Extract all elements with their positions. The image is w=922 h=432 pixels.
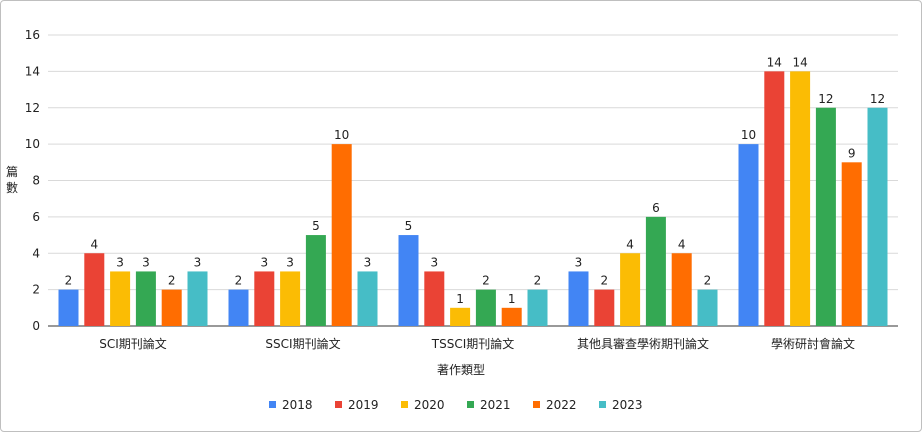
bar-2022-3 <box>501 307 522 326</box>
bar-2020-1 <box>110 271 131 326</box>
bar-2019-2 <box>254 271 275 326</box>
y-tick-label: 2 <box>32 283 40 297</box>
data-label: 5 <box>312 219 320 233</box>
data-label: 3 <box>116 255 124 269</box>
bar-2021-4 <box>645 216 666 326</box>
data-label: 3 <box>286 255 294 269</box>
data-label: 3 <box>575 255 583 269</box>
y-axis-ticks: 0 2 4 6 8 10 12 14 16 <box>25 28 40 333</box>
data-label: 10 <box>334 128 349 142</box>
bar-2021-1 <box>135 271 156 326</box>
y-tick-label: 0 <box>32 319 40 333</box>
data-label: 2 <box>600 274 608 288</box>
data-label: 2 <box>235 274 243 288</box>
data-label: 12 <box>818 92 833 106</box>
legend-label-2022: 2022 <box>546 398 577 412</box>
bar-2023-3 <box>527 289 548 326</box>
y-tick-label: 6 <box>32 210 40 224</box>
legend-swatch-2018 <box>269 401 276 408</box>
data-label: 14 <box>767 55 782 69</box>
data-label: 2 <box>65 274 73 288</box>
legend: 2018 2019 2020 2021 2022 2023 <box>269 398 643 412</box>
legend-swatch-2022 <box>533 401 540 408</box>
x-axis-title: 著作類型 <box>437 363 485 377</box>
legend-swatch-2020 <box>401 401 408 408</box>
data-label: 1 <box>456 292 464 306</box>
data-label: 2 <box>168 274 176 288</box>
data-label: 2 <box>704 274 712 288</box>
bar-2023-2 <box>357 271 378 326</box>
bar-2021-3 <box>475 289 496 326</box>
bar-2022-2 <box>331 144 352 326</box>
data-label: 4 <box>678 237 686 251</box>
category-label: SSCI期刊論文 <box>265 336 340 351</box>
data-label: 12 <box>870 92 885 106</box>
data-label: 2 <box>482 274 490 288</box>
data-label: 3 <box>430 255 438 269</box>
bar-2020-5 <box>790 71 811 326</box>
data-label: 4 <box>626 237 634 251</box>
legend-label-2018: 2018 <box>282 398 313 412</box>
category-label: 其他具審查學術期刊論文 <box>577 336 709 351</box>
y-tick-label: 14 <box>25 64 40 78</box>
data-label: 3 <box>142 255 150 269</box>
bar-2023-4 <box>697 289 718 326</box>
category-label: SCI期刊論文 <box>99 336 167 351</box>
data-label: 9 <box>848 146 856 160</box>
data-label: 3 <box>364 255 372 269</box>
y-tick-label: 8 <box>32 174 40 188</box>
bar-2019-5 <box>764 71 785 326</box>
legend-swatch-2021 <box>467 401 474 408</box>
bar-2019-3 <box>424 271 445 326</box>
bar-2020-2 <box>280 271 301 326</box>
y-tick-label: 4 <box>32 246 40 260</box>
data-label: 5 <box>405 219 413 233</box>
bar-2021-2 <box>305 235 326 326</box>
data-label: 6 <box>652 201 660 215</box>
bar-2022-4 <box>671 253 692 326</box>
data-label: 1 <box>508 292 516 306</box>
data-label: 3 <box>194 255 202 269</box>
legend-label-2021: 2021 <box>480 398 511 412</box>
bar-2018-1 <box>58 289 79 326</box>
bar-2020-4 <box>620 253 641 326</box>
bar-2020-3 <box>450 307 471 326</box>
bar-2018-4 <box>568 271 589 326</box>
data-label: 3 <box>260 255 268 269</box>
y-tick-label: 16 <box>25 28 40 42</box>
legend-swatch-2023 <box>599 401 606 408</box>
data-label: 2 <box>534 274 542 288</box>
bar-2022-1 <box>161 289 182 326</box>
category-label: 學術研討會論文 <box>771 336 855 351</box>
data-label: 14 <box>792 55 807 69</box>
category-label: TSSCI期刊論文 <box>431 336 514 351</box>
bar-2019-4 <box>594 289 615 326</box>
bar-2018-3 <box>398 235 419 326</box>
bar-2022-5 <box>841 162 862 326</box>
y-tick-label: 10 <box>25 137 40 151</box>
bar-2018-5 <box>738 144 759 326</box>
bar-2023-1 <box>187 271 208 326</box>
x-axis-categories: SCI期刊論文 SSCI期刊論文 TSSCI期刊論文 其他具審查學術期刊論文 學術研討會… <box>99 336 855 351</box>
y-axis-title-char-2: 數 <box>6 181 18 195</box>
legend-swatch-2019 <box>335 401 342 408</box>
bar-2021-5 <box>815 107 836 326</box>
data-label: 4 <box>90 237 98 251</box>
data-label: 10 <box>741 128 756 142</box>
legend-label-2019: 2019 <box>348 398 379 412</box>
bar-2018-2 <box>228 289 249 326</box>
bar-2023-5 <box>867 107 888 326</box>
y-tick-label: 12 <box>25 101 40 115</box>
legend-label-2023: 2023 <box>612 398 643 412</box>
bar-2019-1 <box>84 253 105 326</box>
bars <box>58 71 888 326</box>
legend-label-2020: 2020 <box>414 398 445 412</box>
y-axis-title-char-1: 篇 <box>6 164 18 179</box>
